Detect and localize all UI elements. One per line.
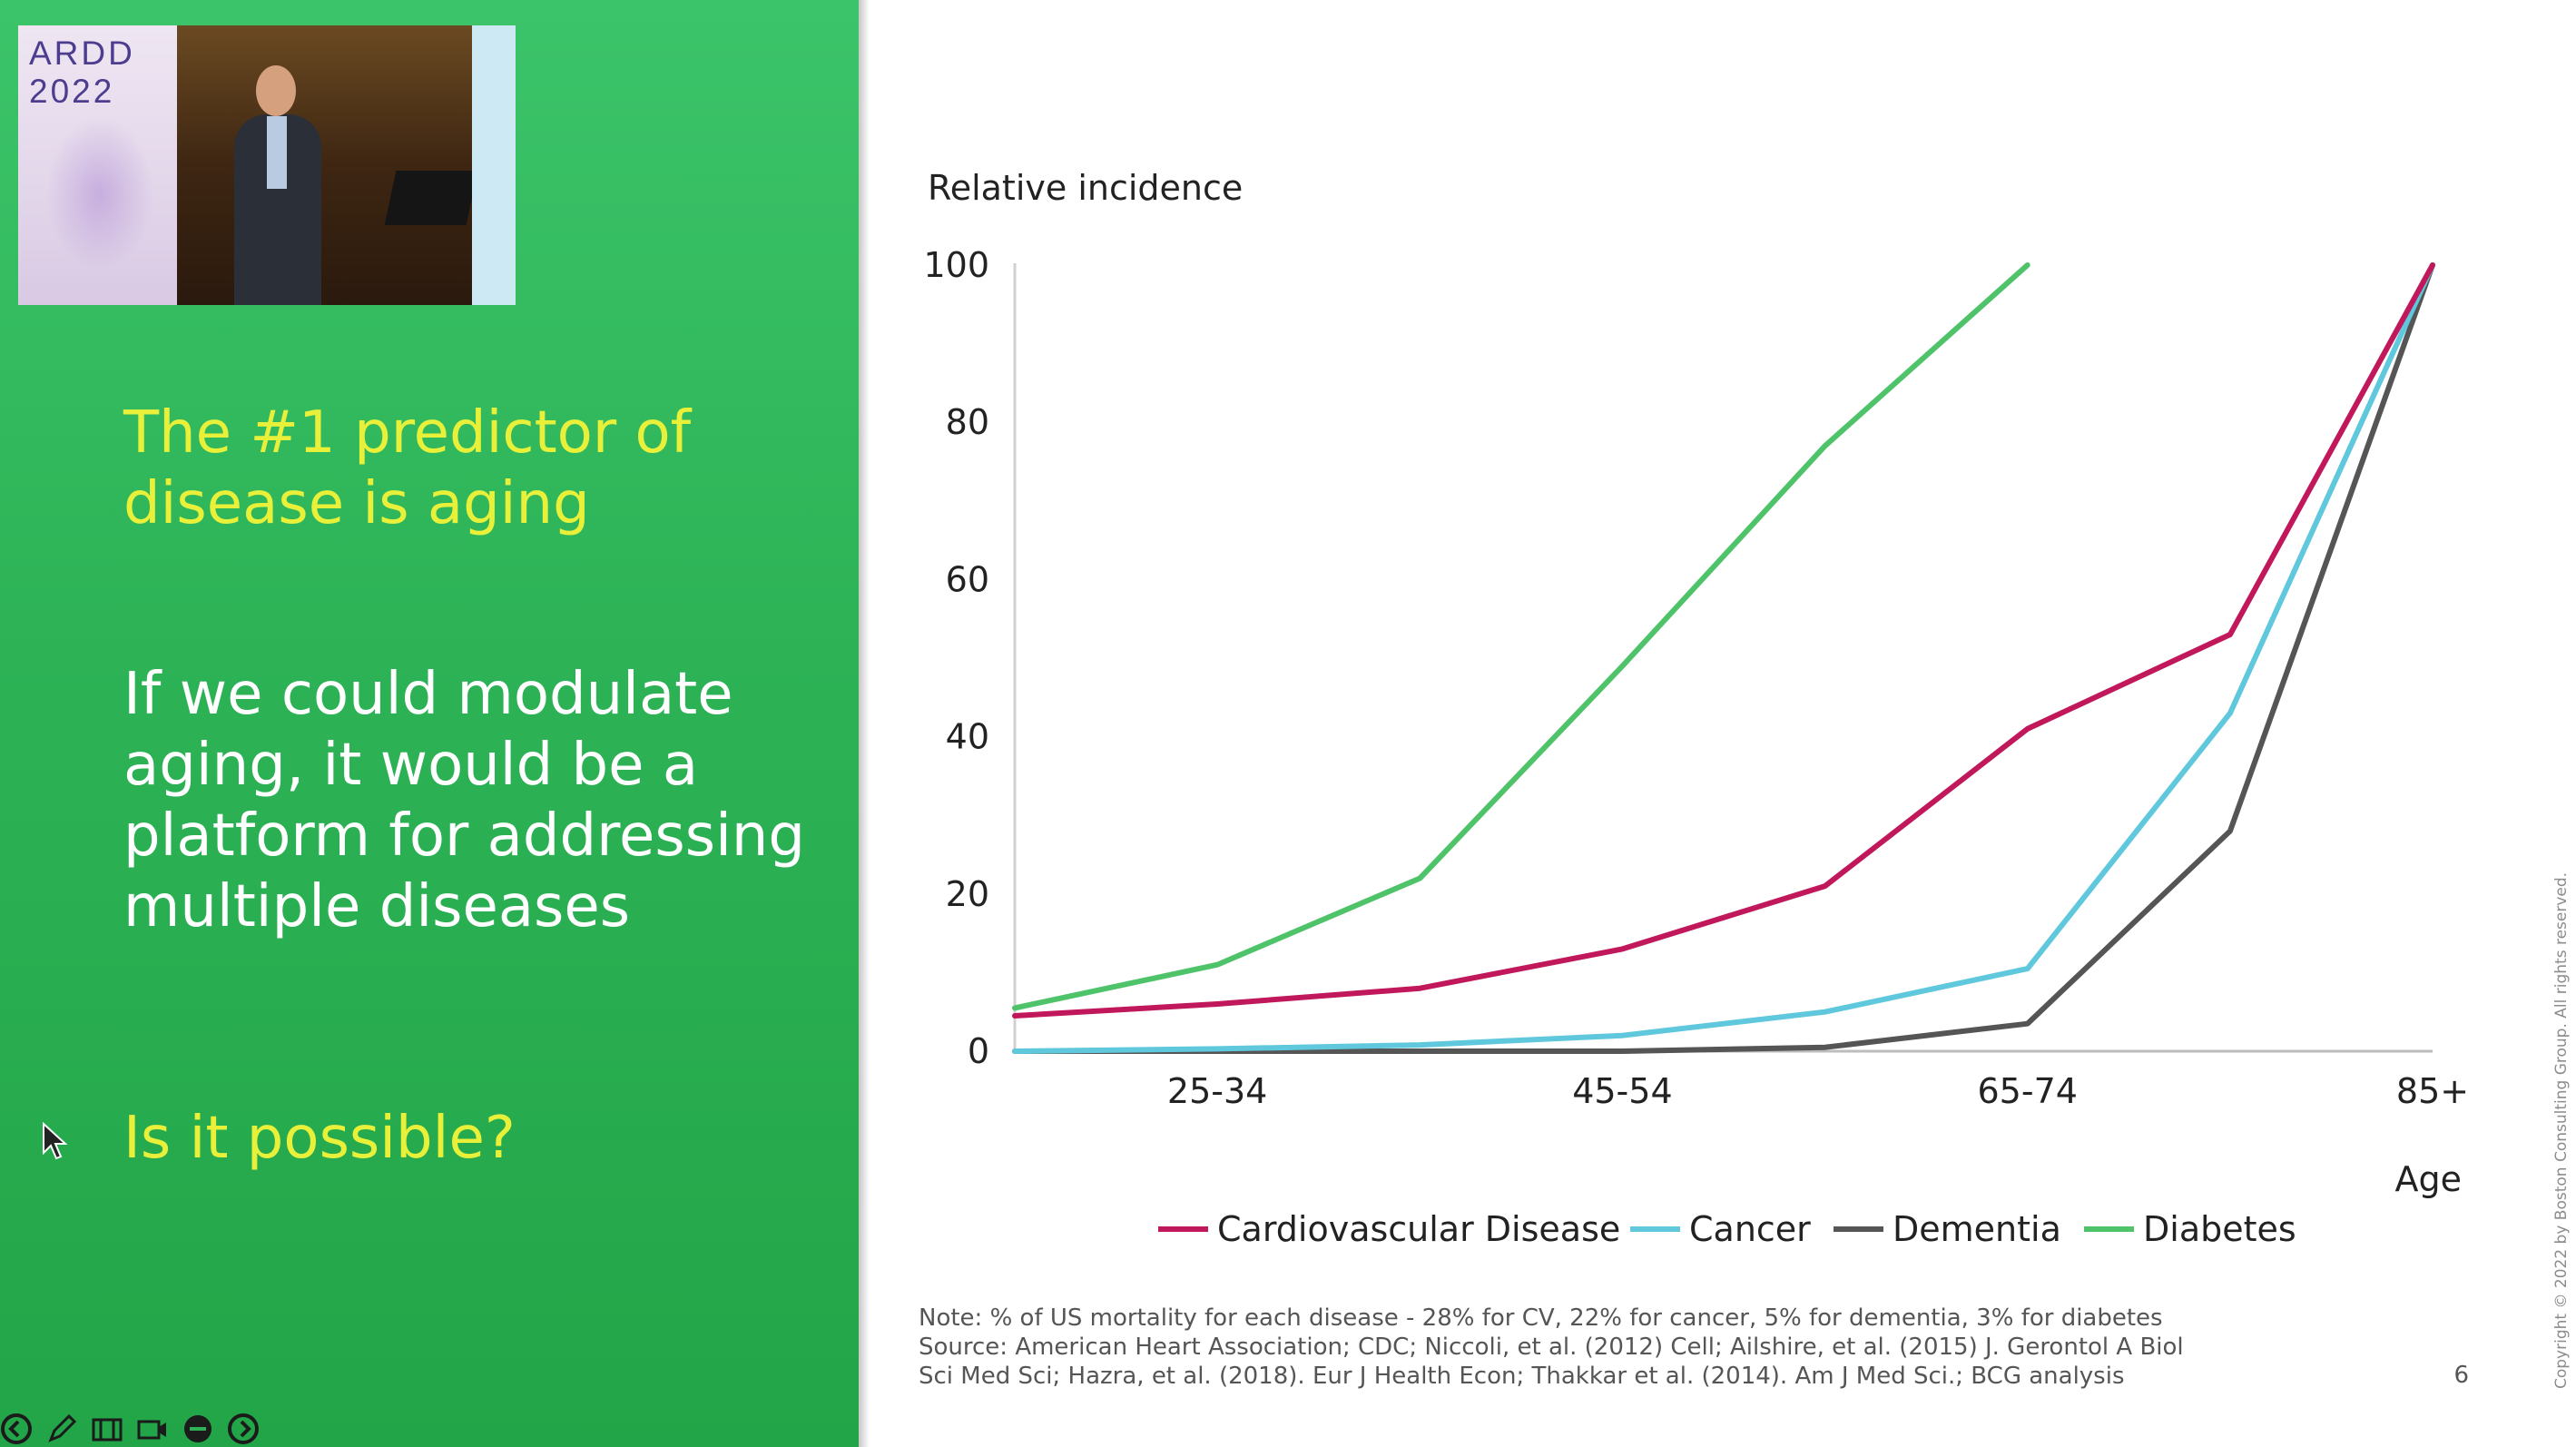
- previous-icon[interactable]: [0, 1413, 33, 1445]
- series-line-cancer: [1012, 262, 2435, 1054]
- mouse-cursor-icon: [43, 1122, 68, 1160]
- y-axis-ticks: 0 20 40 60 80 100: [923, 245, 989, 1071]
- y-tick-label: 80: [946, 402, 989, 442]
- y-tick-label: 20: [946, 874, 989, 914]
- event-banner: ARDD 2022: [18, 25, 177, 305]
- next-icon[interactable]: [227, 1413, 260, 1445]
- source-line-1: Source: American Heart Association; CDC;…: [919, 1334, 2184, 1361]
- stage-background: [177, 25, 472, 305]
- presenter-toolbar: [0, 1413, 272, 1447]
- series-layer: [1012, 262, 2435, 1054]
- x-axis-label: Age: [2395, 1159, 2463, 1199]
- series-line-dementia: [1012, 262, 2435, 1054]
- camera-icon[interactable]: [136, 1413, 169, 1445]
- slide-left-panel: ARDD 2022 The #1 predictor of disease is…: [0, 0, 859, 1447]
- x-axis-ticks: 25-34 45-54 65-74 85+: [1167, 1071, 2469, 1111]
- slide-heading-modulate: If we could modulate aging, it would be …: [123, 661, 806, 940]
- y-tick-label: 40: [946, 717, 989, 757]
- pen-icon[interactable]: [45, 1413, 78, 1445]
- legend-label: Cardiovascular Disease: [1217, 1209, 1620, 1249]
- copyright-notice: Copyright © 2022 by Boston Consulting Gr…: [2552, 871, 2571, 1389]
- y-tick-label: 0: [968, 1031, 989, 1071]
- x-tick-label: 25-34: [1167, 1071, 1267, 1111]
- note-line: Note: % of US mortality for each disease…: [919, 1304, 2163, 1332]
- slide-page-number: 6: [2453, 1362, 2469, 1389]
- y-axis-label: Relative incidence: [928, 168, 1243, 208]
- options-icon[interactable]: [182, 1413, 214, 1445]
- speaker-video-thumbnail[interactable]: ARDD 2022: [18, 25, 516, 305]
- x-tick-label: 65-74: [1978, 1071, 2078, 1111]
- y-tick-label: 100: [923, 245, 989, 285]
- y-tick-label: 60: [946, 559, 989, 599]
- series-line-cardiovascular-disease: [1012, 262, 2435, 1019]
- panel-divider-shadow: [859, 0, 870, 1447]
- event-logo-text: ARDD 2022: [29, 34, 135, 110]
- legend-label: Dementia: [1893, 1209, 2061, 1249]
- series-line-diabetes: [1012, 262, 2030, 1011]
- speaker-head: [256, 65, 296, 116]
- slide-heading-question: Is it possible?: [123, 1105, 516, 1172]
- chart-source-note: Note: % of US mortality for each disease…: [919, 1304, 2335, 1391]
- chart-legend: Cardiovascular Disease Cancer Dementia Diab…: [1158, 1209, 2296, 1249]
- dna-helix-graphic: [45, 116, 154, 271]
- x-tick-label: 45-54: [1572, 1071, 1672, 1111]
- legend-label: Cancer: [1689, 1209, 1811, 1249]
- side-slide-image: [472, 25, 516, 305]
- grid-icon[interactable]: [91, 1413, 123, 1445]
- slide-heading-predictor: The #1 predictor of disease is aging: [123, 399, 692, 537]
- source-line-2: Sci Med Sci; Hazra, et al. (2018). Eur J…: [919, 1363, 2125, 1390]
- legend-label: Diabetes: [2143, 1209, 2296, 1249]
- x-tick-label: 85+: [2396, 1071, 2469, 1111]
- speaker-shirt: [267, 116, 287, 189]
